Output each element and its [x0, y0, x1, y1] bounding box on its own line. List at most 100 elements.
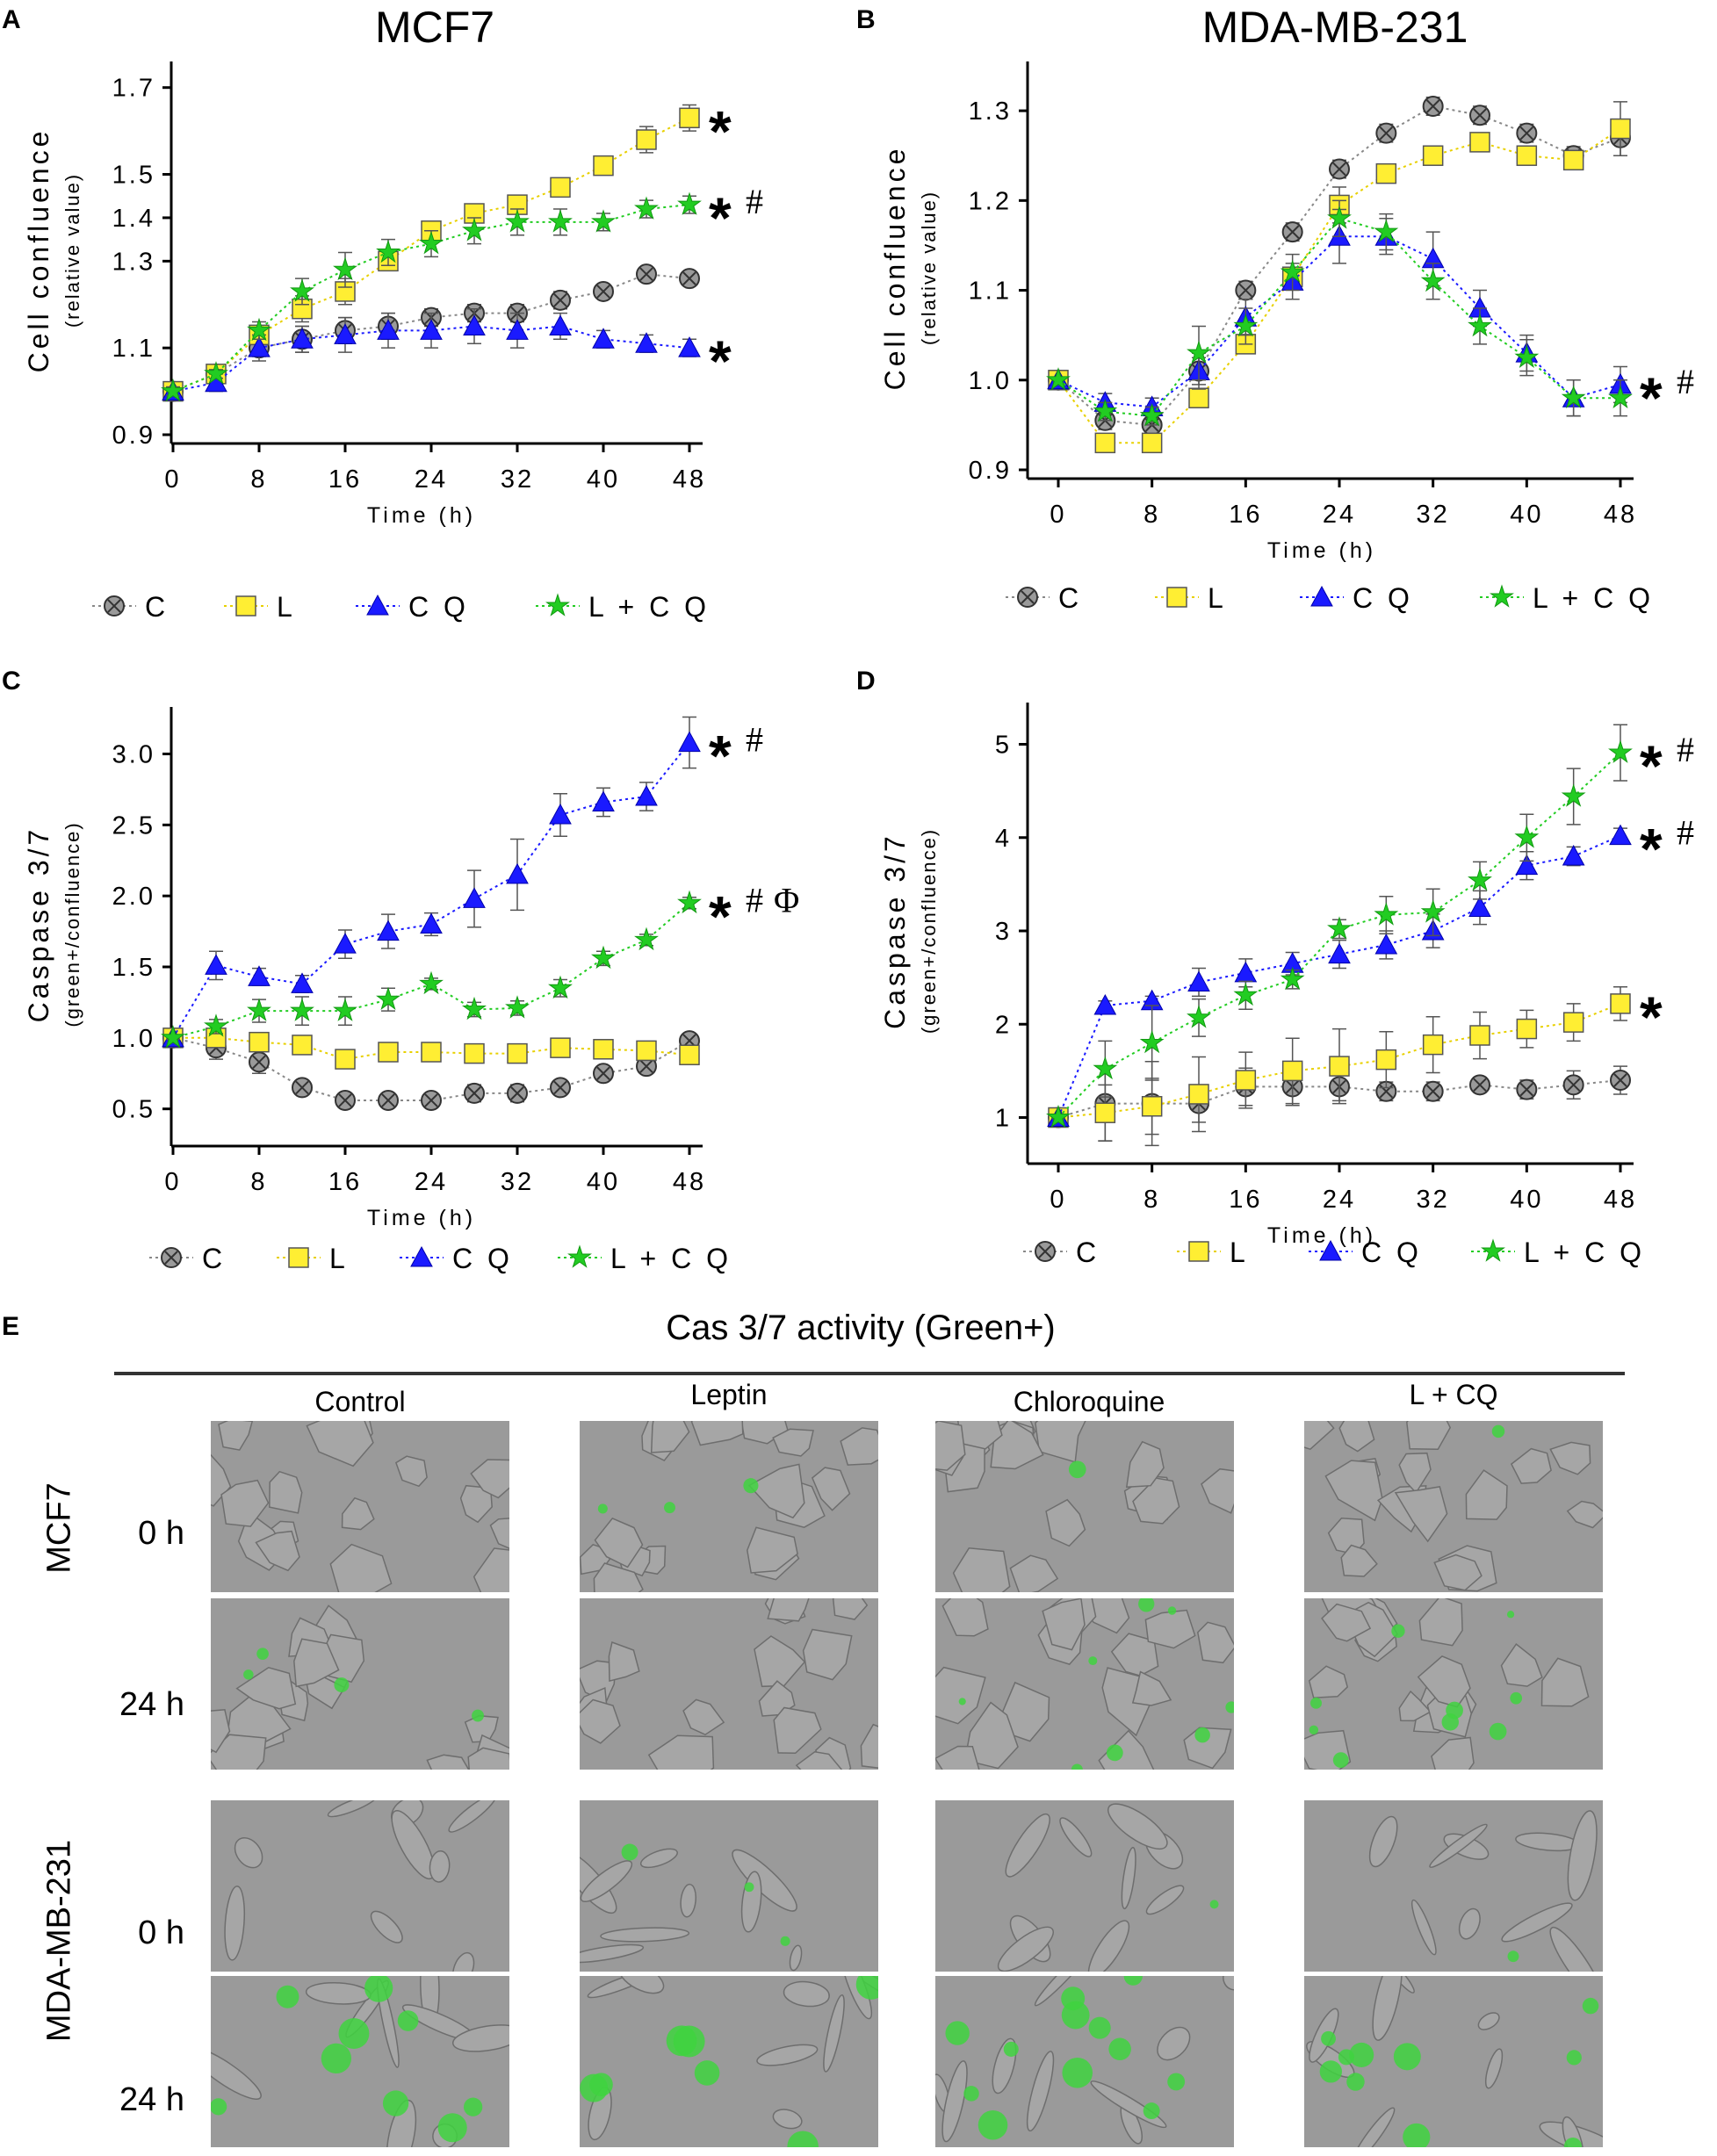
cell-shape [593, 1562, 644, 1592]
data-point-x [1473, 1078, 1487, 1092]
micrograph-texture [580, 1843, 803, 1972]
data-point [1139, 1029, 1165, 1054]
legend-marker [1490, 584, 1514, 608]
green-apoptotic-cell [1391, 1624, 1405, 1638]
data-point [1094, 1102, 1116, 1123]
green-apoptotic-cell [1403, 2123, 1431, 2147]
data-point [591, 209, 616, 233]
cell-shape [1458, 1907, 1481, 1940]
legend-item-0: C [1076, 1237, 1100, 1268]
green-apoptotic-cell [580, 2073, 609, 2102]
annotation-symbol: # [1677, 730, 1694, 769]
annotation-symbol: # [746, 880, 763, 919]
cell-shape [1121, 1847, 1136, 1910]
micrograph [580, 1421, 878, 1592]
data-point [376, 986, 400, 1010]
data-point [678, 336, 701, 357]
cell-shape [224, 1886, 246, 1961]
cell-shape [1567, 1810, 1598, 1901]
green-apoptotic-cell [1108, 2037, 1131, 2061]
column-label-chloroquine: Chloroquine [1013, 1386, 1165, 1417]
series-lcq [161, 191, 702, 402]
micrograph [1304, 1800, 1603, 1972]
data-point [506, 862, 529, 884]
data-point [1327, 206, 1352, 229]
cell-shape [429, 1850, 451, 1883]
cell-shape [1372, 1976, 1403, 2041]
data-point [679, 107, 700, 129]
micrograph-texture [1304, 1421, 1603, 1592]
cell-shape [218, 1421, 254, 1451]
micrograph [211, 1800, 509, 1972]
green-apoptotic-cell [694, 2060, 720, 2086]
cell-shape [957, 1421, 1003, 1450]
cell-shape [305, 1981, 372, 2005]
micrograph-texture [211, 1976, 509, 2147]
cell-shape [1500, 1643, 1543, 1687]
y-tick-label: 0.9 [112, 422, 155, 450]
data-point [593, 1039, 614, 1060]
y-axis-label: Cell confluence [879, 146, 911, 391]
data-point [1608, 385, 1633, 408]
micrograph-texture [1306, 1976, 1603, 2147]
image-panel-e: E Cas 3/7 activity (Green+) Control Lept… [0, 1309, 1717, 2156]
green-apoptotic-cell [321, 2043, 352, 2074]
data-point [463, 314, 486, 335]
data-point [249, 1031, 270, 1053]
legend: C L C Q L + C Q [92, 591, 710, 623]
cell-shape [394, 1455, 428, 1488]
x-tick-label: 16 [1229, 501, 1262, 529]
cell-shape [740, 1871, 762, 1933]
cell-shape [327, 1800, 378, 1818]
series-lcq [1046, 199, 1633, 427]
green-apoptotic-cell [963, 2086, 979, 2102]
cell-shape [1196, 1621, 1234, 1664]
micrograph [1304, 1976, 1603, 2147]
cell-shape [1059, 1817, 1093, 1857]
data-point-x [1332, 162, 1346, 177]
data-point-x [1519, 126, 1534, 141]
data-point [1610, 118, 1631, 140]
data-point [1609, 824, 1632, 846]
cell-shape [840, 1427, 878, 1466]
data-point [1234, 961, 1258, 983]
green-apoptotic-cell [276, 1985, 299, 2008]
data-point [634, 927, 659, 951]
micrograph-texture [935, 1976, 1234, 2145]
y-axis-sublabel: (relative value) [918, 191, 940, 345]
cell-shape [935, 1666, 986, 1725]
green-apoptotic-cell [364, 1976, 393, 2002]
data-point [248, 336, 271, 357]
x-tick-label: 24 [415, 1168, 448, 1196]
legend-marker [235, 595, 256, 617]
micrograph-texture [1304, 1598, 1590, 1770]
micrograph [211, 1421, 509, 1592]
legend-item-3: L + C Q [588, 591, 710, 623]
legend-item-1: L [277, 591, 296, 623]
green-apoptotic-cell [1138, 1598, 1155, 1612]
series-l [1048, 101, 1631, 454]
cell-shape [391, 1810, 436, 1880]
micrograph [211, 1976, 509, 2147]
data-point [1188, 387, 1209, 408]
legend-item-0: C [1058, 582, 1082, 614]
legend: C L C Q L + C Q [149, 1243, 728, 1274]
data-point [507, 1042, 528, 1064]
annotation-symbol: # [746, 720, 763, 760]
cell-shape [1398, 1690, 1432, 1722]
cell-shape [650, 1421, 690, 1453]
green-apoptotic-cell [382, 2090, 409, 2116]
cell-shape [1406, 1421, 1452, 1450]
micrograph [580, 1976, 878, 2147]
data-point-x [1613, 1073, 1627, 1087]
data-point [420, 912, 443, 934]
data-point-x [682, 271, 696, 285]
cell-shape [1429, 1823, 1488, 1868]
data-point [1187, 970, 1210, 991]
legend-item-0: C [145, 591, 169, 623]
green-apoptotic-cell [1088, 2016, 1111, 2039]
row-label-mcf7-0h: 0 h [138, 1515, 184, 1552]
data-point [333, 998, 357, 1021]
x-tick-label: 48 [1604, 501, 1637, 529]
data-point [335, 1049, 356, 1070]
